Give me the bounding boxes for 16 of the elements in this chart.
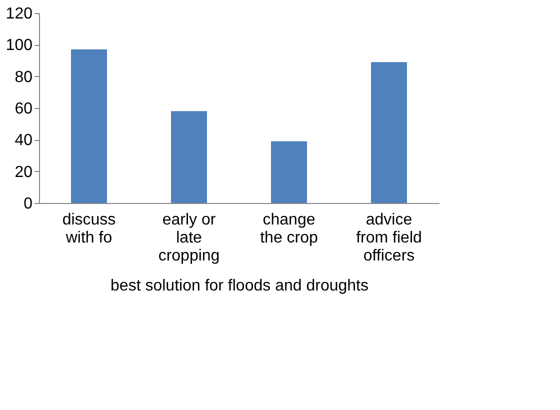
- y-tick-label: 20: [14, 164, 33, 181]
- bar: [71, 49, 107, 203]
- y-tick-label: 40: [14, 132, 33, 150]
- x-tick-label: advice from field officers: [356, 212, 422, 264]
- y-tick-label: 60: [14, 100, 33, 118]
- bar: [271, 141, 307, 203]
- x-tick-label: early or late cropping: [158, 212, 220, 264]
- y-tick-label: 120: [6, 6, 33, 22]
- bar: [171, 111, 207, 203]
- bar: [371, 62, 407, 203]
- y-tick-label: 0: [24, 196, 33, 212]
- y-tick-label: 100: [6, 37, 33, 54]
- x-tick-label: discuss with fo: [62, 212, 116, 246]
- y-tick-label: 80: [14, 68, 33, 86]
- x-tick-label: change the crop: [260, 212, 318, 246]
- x-axis-title: best solution for floods and droughts: [110, 278, 368, 294]
